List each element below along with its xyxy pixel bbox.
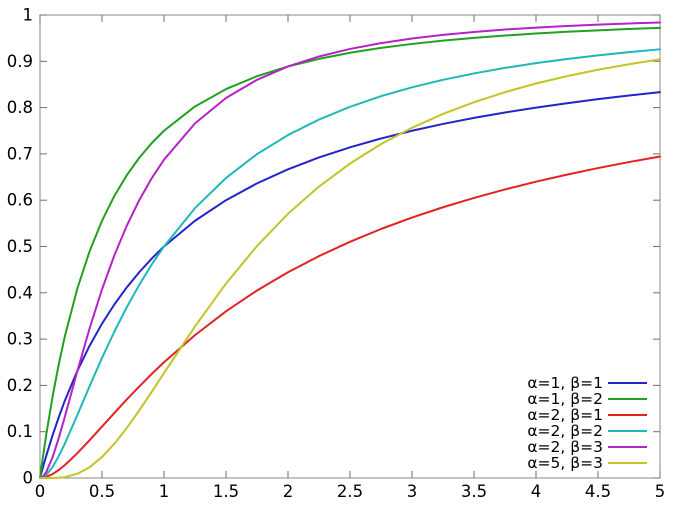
x-tick-label: 4 xyxy=(531,482,542,501)
x-tick-label: 1.5 xyxy=(213,482,239,501)
x-tick-label: 4.5 xyxy=(585,482,611,501)
x-tick-label: 2.5 xyxy=(337,482,363,501)
y-tick-label: 0.4 xyxy=(7,283,33,302)
curve-alpha-2-beta-1 xyxy=(39,155,661,479)
y-tick-label: 0.5 xyxy=(7,237,33,256)
x-tick-label: 3 xyxy=(407,482,418,501)
y-tick-label: 0.6 xyxy=(7,191,33,210)
y-tick-label: 0.7 xyxy=(7,144,33,163)
x-tick-label: 2 xyxy=(283,482,294,501)
y-tick-label: 0.8 xyxy=(7,98,33,117)
legend-label-alpha-2-beta-2: α=2, β=2 xyxy=(527,422,603,440)
curve-alpha-5-beta-3 xyxy=(39,58,661,479)
x-tick-label: 0.5 xyxy=(89,482,115,501)
legend-label-alpha-2-beta-3: α=2, β=3 xyxy=(527,438,603,456)
legend-label-alpha-5-beta-3: α=5, β=3 xyxy=(527,454,603,472)
x-tick-label: 3.5 xyxy=(461,482,487,501)
y-tick-label: 0.2 xyxy=(7,376,33,395)
y-tick-label: 0 xyxy=(23,469,34,488)
legend-label-alpha-1-beta-1: α=1, β=1 xyxy=(527,374,603,392)
y-tick-label: 0.1 xyxy=(7,422,33,441)
curve-alpha-1-beta-2 xyxy=(39,26,661,479)
x-tick-label: 5 xyxy=(655,482,666,501)
legend-label-alpha-2-beta-1: α=2, β=1 xyxy=(527,406,603,424)
y-tick-label: 0.3 xyxy=(7,330,33,349)
legend-label-alpha-1-beta-2: α=1, β=2 xyxy=(527,390,603,408)
curve-alpha-2-beta-2 xyxy=(39,48,661,479)
curve-alpha-1-beta-1 xyxy=(39,91,661,479)
y-tick-label: 0.9 xyxy=(7,52,33,71)
curve-alpha-2-beta-3 xyxy=(39,21,661,479)
x-tick-label: 1 xyxy=(159,482,170,501)
y-tick-label: 1 xyxy=(23,6,34,25)
x-tick-label: 0 xyxy=(35,482,46,501)
